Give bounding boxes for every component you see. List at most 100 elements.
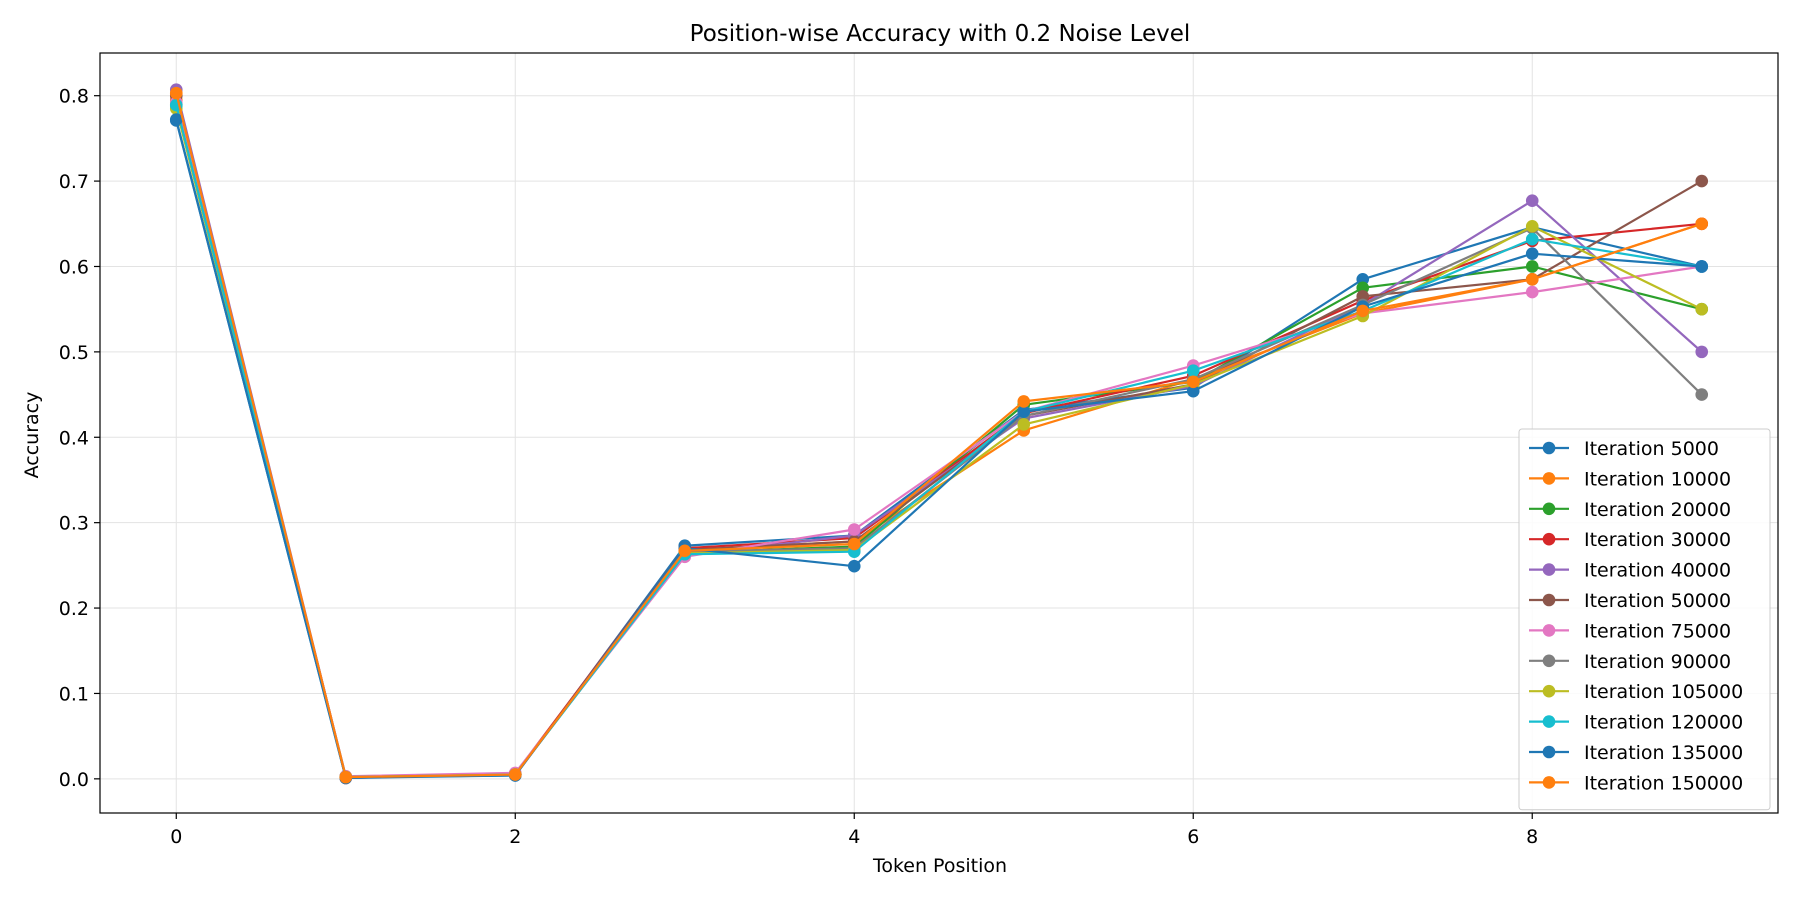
y-axis-label: Accuracy: [21, 392, 43, 479]
data-point: [1695, 345, 1709, 359]
data-point: [847, 523, 861, 536]
y-axis-ticks: 0.0 0.1 0.2 0.3 0.4 0.5 0.6 0.7 0.8: [59, 86, 100, 791]
data-point: [169, 113, 183, 126]
legend-marker: [1542, 441, 1556, 455]
data-point: [1017, 395, 1031, 408]
data-point: [678, 544, 692, 558]
data-point: [847, 559, 861, 573]
legend-marker: [1542, 624, 1556, 637]
data-point: [1525, 232, 1539, 246]
y-tick-label: 0.1: [59, 683, 89, 705]
x-axis-label: Token Position: [872, 855, 1007, 877]
legend-label: Iteration 5000: [1584, 438, 1719, 460]
legend-label: Iteration 90000: [1584, 651, 1731, 673]
series-line: [175, 104, 1702, 779]
legend-item: Iteration 20000: [1529, 499, 1731, 521]
data-point: [1525, 272, 1539, 286]
data-point: [169, 86, 183, 100]
data-point: [1356, 304, 1370, 318]
y-tick-label: 0.8: [59, 86, 89, 108]
legend-label: Iteration 105000: [1584, 681, 1743, 703]
y-tick-label: 0.6: [59, 256, 89, 278]
x-tick-label: 6: [1187, 826, 1199, 848]
data-point: [1695, 174, 1709, 188]
data-point: [847, 537, 861, 551]
legend-marker: [1542, 745, 1556, 759]
series-3: [169, 97, 1709, 784]
legend-label: Iteration 135000: [1584, 742, 1743, 764]
x-tick-label: 4: [848, 826, 860, 848]
series-7: [169, 96, 1709, 783]
data-point: [1017, 405, 1031, 418]
legend-marker: [1542, 776, 1556, 789]
series-line: [175, 102, 1702, 778]
series-line: [175, 92, 1703, 779]
series-line: [175, 93, 1702, 780]
legend-label: Iteration 150000: [1584, 772, 1743, 794]
plot-frame: [99, 52, 1779, 814]
data-point: [1186, 384, 1200, 398]
legend-marker: [1542, 563, 1556, 576]
series-1: [169, 114, 1709, 784]
x-tick-label: 8: [1526, 826, 1538, 848]
legend-label: Iteration 50000: [1584, 590, 1731, 612]
series-5: [169, 83, 1709, 784]
data-point: [1525, 247, 1539, 260]
data-point: [1695, 260, 1709, 273]
legend-item: Iteration 10000: [1529, 468, 1731, 490]
legend-label: Iteration 120000: [1584, 712, 1743, 734]
series-2: [169, 93, 1709, 783]
grid-lines: [100, 53, 1778, 813]
legend-box: [1518, 428, 1771, 811]
y-tick-label: 0.5: [59, 342, 89, 364]
legend-marker: [1542, 654, 1556, 668]
data-point: [1695, 302, 1709, 316]
legend-marker: [1542, 684, 1556, 698]
y-tick-label: 0.7: [59, 171, 89, 193]
data-point: [1525, 194, 1539, 208]
series-line: [175, 89, 1703, 779]
data-point: [339, 770, 353, 784]
y-tick-label: 0.0: [59, 769, 89, 791]
data-point: [1695, 388, 1709, 401]
data-point: [1525, 220, 1539, 233]
series-10: [169, 98, 1709, 784]
series-9: [169, 102, 1709, 784]
series-6: [169, 89, 1709, 784]
series-line: [175, 120, 1702, 779]
legend-label: Iteration 75000: [1584, 620, 1731, 642]
data-point: [1525, 285, 1539, 299]
legend-label: Iteration 20000: [1584, 499, 1731, 521]
legend-marker: [1542, 532, 1556, 546]
data-point: [1525, 260, 1539, 273]
legend: Iteration 5000 Iteration 10000 Iteration 2…: [1518, 428, 1771, 811]
series-line: [175, 105, 1703, 779]
legend-marker: [1542, 593, 1556, 607]
y-tick-label: 0.4: [59, 427, 89, 449]
legend-item: Iteration 120000: [1529, 712, 1743, 734]
legend-label: Iteration 40000: [1584, 560, 1731, 582]
legend-item: Iteration 30000: [1529, 529, 1731, 551]
legend-item: Iteration 75000: [1529, 620, 1731, 642]
legend-item: Iteration 135000: [1529, 742, 1743, 764]
series-4: [169, 87, 1709, 785]
series-line: [175, 99, 1703, 778]
legend-marker: [1542, 715, 1556, 728]
data-point: [1186, 364, 1200, 377]
series-line: [175, 103, 1702, 779]
data-point: [1186, 375, 1200, 389]
series-lines: [169, 83, 1709, 785]
series-12: [169, 86, 1709, 784]
legend-label: Iteration 10000: [1584, 468, 1731, 490]
legend-marker: [1542, 472, 1556, 485]
legend-item: Iteration 50000: [1529, 590, 1731, 612]
legend-item: Iteration 40000: [1529, 560, 1731, 582]
x-axis-ticks: 0 2 4 6 8: [170, 813, 1538, 848]
series-11: [169, 113, 1709, 785]
data-point: [1017, 418, 1031, 431]
series-line: [175, 95, 1703, 779]
legend-label: Iteration 30000: [1584, 529, 1731, 551]
data-point: [508, 768, 522, 781]
